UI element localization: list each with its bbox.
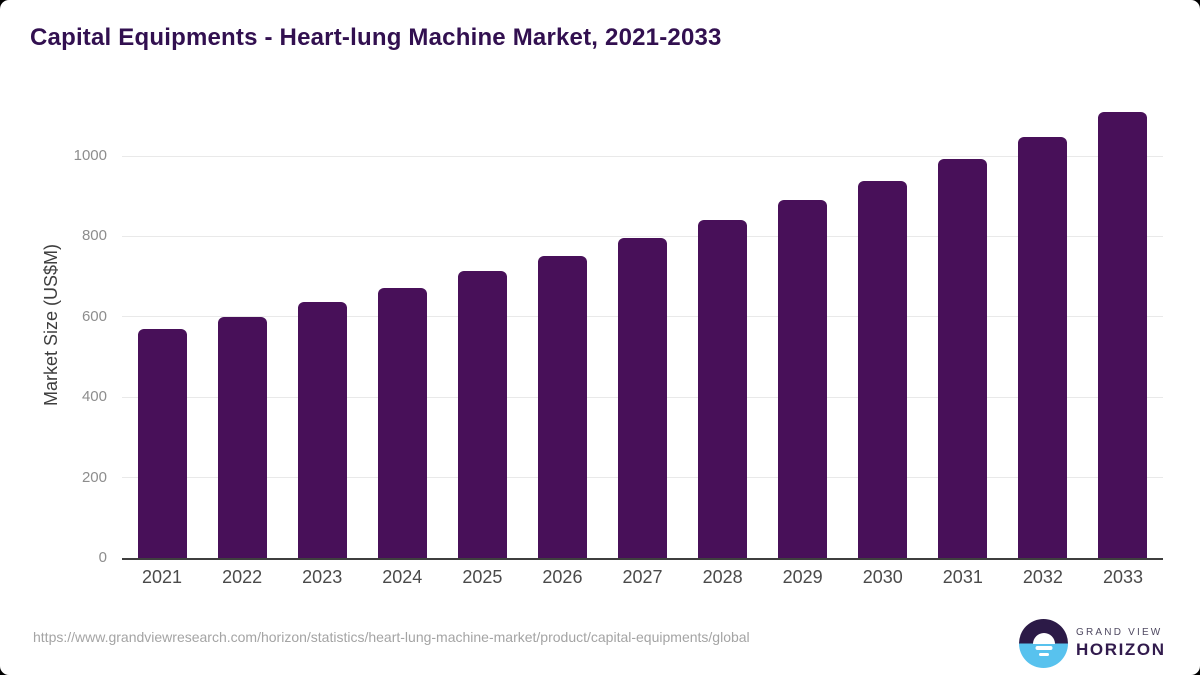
bar-slot [202, 316, 282, 558]
bar-2024 [377, 288, 427, 558]
bar-slot [683, 219, 763, 558]
bar-2025 [457, 271, 507, 558]
source-url: https://www.grandviewresearch.com/horizo… [33, 629, 750, 645]
brand-name-bottom: HORIZON [1076, 640, 1166, 659]
y-axis-ticks: 0 200 400 600 800 1000 [0, 100, 107, 566]
bar-2021 [137, 328, 187, 558]
bar-2031 [938, 158, 988, 558]
brand-logo: GRAND VIEW HORIZON [1019, 619, 1166, 668]
bar-2026 [537, 255, 587, 558]
x-tick-label: 2025 [462, 567, 503, 587]
x-tick-label: 2024 [382, 567, 423, 587]
bar-slot [442, 271, 522, 558]
bar-2029 [778, 200, 828, 558]
plot-area [122, 100, 1163, 560]
bar-slot [122, 328, 202, 558]
y-tick-label: 600 [81, 307, 107, 325]
bar-2023 [297, 302, 347, 558]
bar-slot [522, 255, 602, 558]
x-tick-label: 2021 [142, 567, 183, 587]
horizon-sun-icon [1019, 619, 1068, 668]
x-tick-label: 2030 [862, 567, 903, 587]
bar-slot [763, 200, 843, 558]
x-tick-label: 2026 [542, 567, 583, 587]
sun-reflection-line [1035, 646, 1052, 650]
bar-slot [282, 302, 362, 558]
gridline [122, 155, 1163, 157]
bar-2027 [618, 238, 667, 558]
gridline [122, 235, 1163, 237]
x-tick-label: 2023 [302, 567, 343, 587]
bar-2028 [698, 219, 748, 558]
x-tick-label: 2028 [702, 567, 743, 587]
y-tick-label: 800 [81, 227, 107, 245]
y-tick-label: 200 [81, 468, 107, 486]
bar-slot [923, 158, 1003, 558]
bar-slot [362, 288, 442, 558]
bar-2030 [858, 180, 908, 558]
bar-slot [843, 180, 923, 558]
y-tick-label: 0 [98, 549, 107, 566]
x-tick-label: 2029 [782, 567, 823, 587]
x-tick-label: 2022 [222, 567, 263, 587]
bar-2032 [1018, 136, 1068, 558]
brand-name: GRAND VIEW HORIZON [1076, 627, 1166, 660]
bar-2033 [1098, 111, 1148, 558]
bar-slot [1003, 136, 1083, 558]
bars-container [122, 100, 1163, 558]
x-axis-labels: 2021 2022 2023 2024 2025 2026 2027 2028 2029 2030… [122, 566, 1163, 588]
x-tick-label: 2027 [622, 567, 663, 587]
x-tick-label: 2033 [1102, 567, 1143, 587]
x-tick-label: 2032 [1022, 567, 1063, 587]
bar-slot [602, 238, 682, 558]
y-tick-label: 1000 [73, 147, 107, 164]
brand-name-top: GRAND VIEW [1076, 627, 1163, 638]
bar-2022 [217, 316, 267, 558]
chart-title: Capital Equipments - Heart-lung Machine … [30, 24, 722, 51]
bar-slot [1083, 111, 1163, 558]
y-tick-label: 400 [81, 388, 107, 406]
sun-reflection-line [1038, 652, 1049, 656]
sun-dome-shape [1032, 633, 1055, 644]
x-tick-label: 2031 [942, 567, 983, 587]
